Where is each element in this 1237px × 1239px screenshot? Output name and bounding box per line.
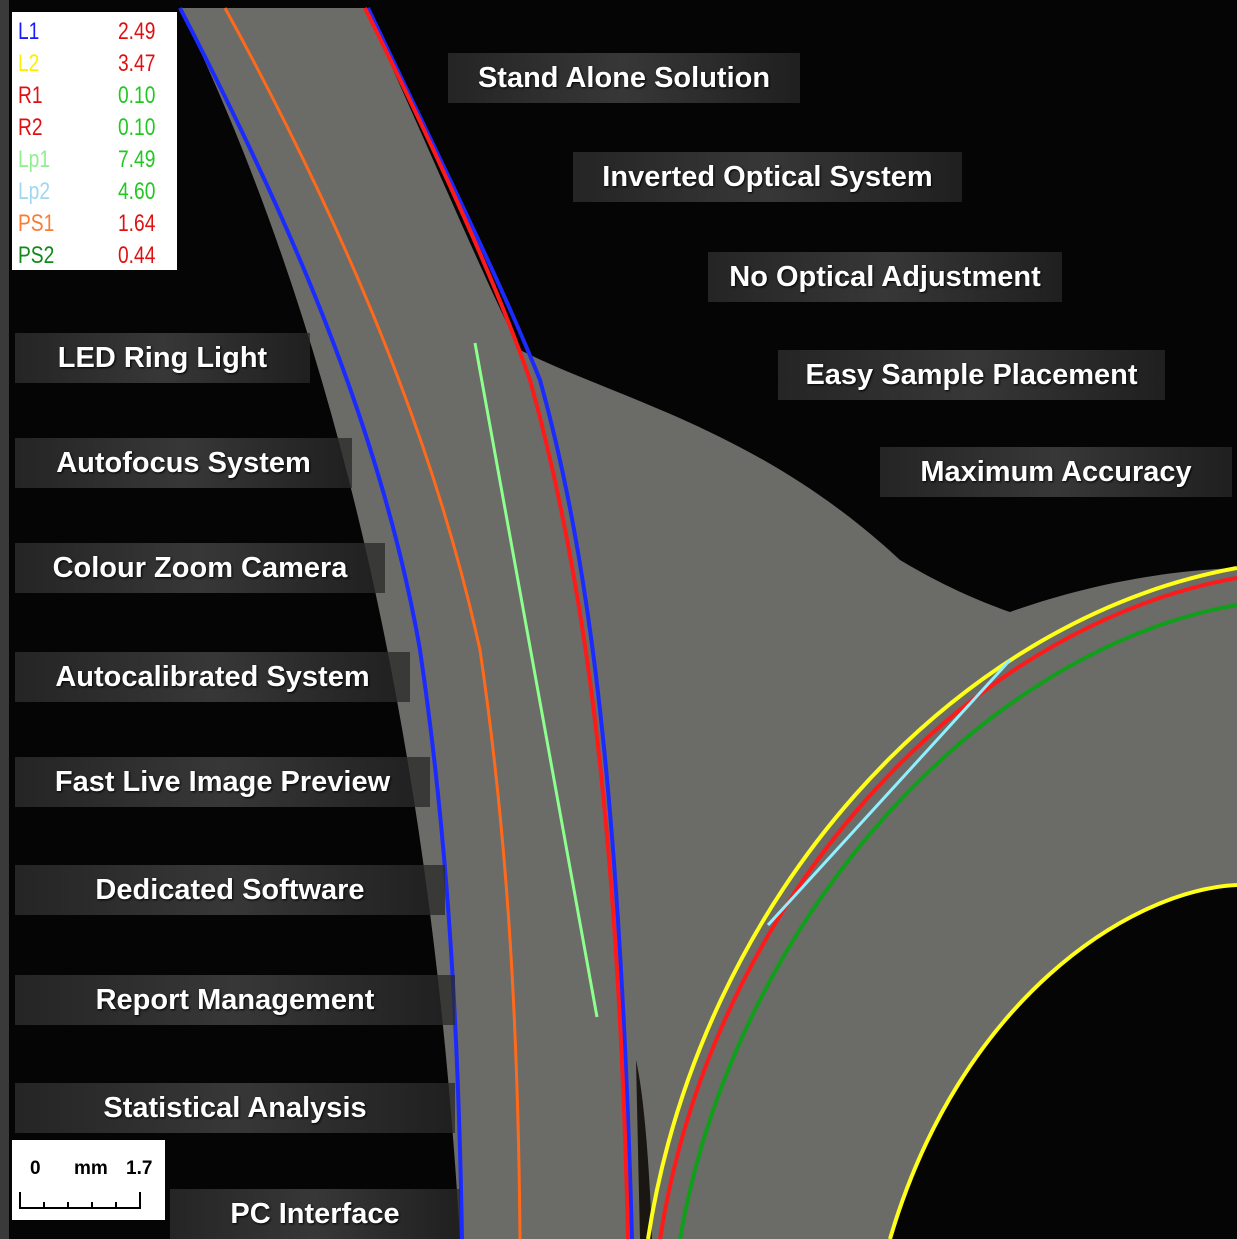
feature-label: Colour Zoom Camera [15, 543, 385, 593]
measurement-panel: L1 2.49 L2 3.47 R1 0.10 R2 0.10 Lp1 7.49 Lp2 4.60 PS… [12, 12, 177, 270]
measurement-value: 4.60 [118, 178, 156, 205]
scale-end: 1.7 [126, 1158, 153, 1179]
measurement-value: 1.64 [118, 210, 156, 237]
feature-label: Easy Sample Placement [778, 350, 1165, 400]
feature-label: Stand Alone Solution [448, 53, 800, 103]
tissue [180, 8, 1237, 1239]
feature-label: Maximum Accuracy [880, 447, 1232, 497]
dark-gap [636, 1060, 652, 1239]
feature-label: No Optical Adjustment [708, 252, 1062, 302]
tube-green [678, 603, 1237, 1239]
outline-r1 [366, 7, 634, 1239]
lp1-line [473, 342, 599, 1018]
measurement-row: Lp2 4.60 [18, 178, 155, 210]
measurement-value: 7.49 [118, 146, 156, 173]
feature-label: Inverted Optical System [573, 152, 962, 202]
measurement-row: R2 0.10 [18, 114, 155, 146]
scale-start: 0 [30, 1158, 41, 1179]
tube-outer [646, 566, 1237, 1239]
measurement-label: Lp1 [18, 146, 51, 173]
scale-ruler [19, 1192, 141, 1209]
tube-inner [888, 883, 1237, 1239]
feature-label: Statistical Analysis [15, 1083, 455, 1133]
feature-label: LED Ring Light [15, 333, 310, 383]
measurement-label: PS1 [18, 210, 55, 237]
feature-label: PC Interface [170, 1189, 460, 1239]
measurement-label: L1 [18, 18, 40, 45]
feature-label: Report Management [15, 975, 455, 1025]
measurement-row: PS2 0.44 [18, 242, 155, 274]
measurement-row: PS1 1.64 [18, 210, 155, 242]
measurement-label: R2 [18, 114, 43, 141]
measurement-value: 0.10 [118, 82, 156, 109]
measurement-value: 0.10 [118, 114, 156, 141]
feature-label: Autocalibrated System [15, 652, 410, 702]
feature-label: Autofocus System [15, 438, 352, 488]
frame-edge [0, 0, 9, 1239]
measurement-label: R1 [18, 82, 43, 109]
measurement-row: L2 3.47 [18, 50, 155, 82]
outline-l2 [223, 7, 522, 1239]
measurement-label: L2 [18, 50, 40, 77]
lp2-line [766, 658, 1012, 927]
measurement-value: 0.44 [118, 242, 156, 269]
tube-red [658, 576, 1237, 1239]
feature-label: Fast Live Image Preview [15, 757, 430, 807]
measurement-value: 3.47 [118, 50, 156, 77]
measurement-row: L1 2.49 [18, 18, 155, 50]
measurement-row: Lp1 7.49 [18, 146, 155, 178]
feature-label: Dedicated Software [15, 865, 445, 915]
scale-bar: 0 mm 1.7 [12, 1140, 165, 1220]
measurement-value: 2.49 [118, 18, 156, 45]
outline-r2 [363, 7, 630, 1239]
measurement-label: PS2 [18, 242, 55, 269]
measurement-row: R1 0.10 [18, 82, 155, 114]
scale-unit: mm [74, 1158, 108, 1179]
measurement-label: Lp2 [18, 178, 51, 205]
